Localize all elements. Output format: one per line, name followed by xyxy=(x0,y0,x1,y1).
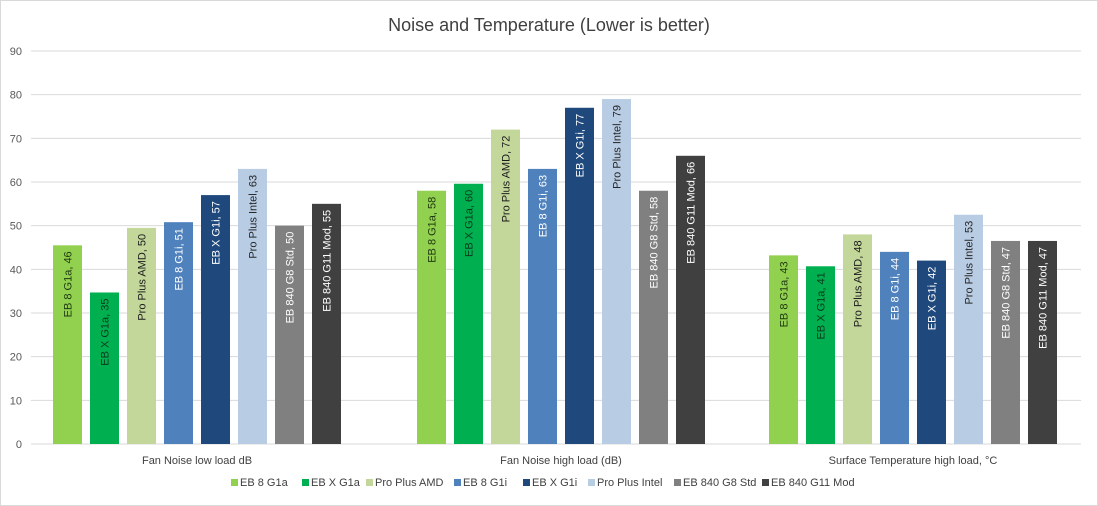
data-label: Pro Plus Intel, 79 xyxy=(612,105,624,189)
data-label: EB 840 G8 Std, 50 xyxy=(285,232,297,324)
bar xyxy=(53,245,82,444)
legend-swatch xyxy=(588,479,595,486)
bar xyxy=(880,251,909,444)
data-label: EB X G1a, 41 xyxy=(816,272,828,339)
bar xyxy=(565,107,594,445)
y-tick-label: 50 xyxy=(10,221,22,233)
legend-swatch xyxy=(454,479,461,486)
legend-item: Pro Plus Intel xyxy=(588,477,662,489)
y-tick-label: 40 xyxy=(10,264,22,276)
legend-item: Pro Plus AMD xyxy=(366,477,444,489)
y-tick-label: 30 xyxy=(10,308,22,320)
data-label: EB 840 G8 Std, 58 xyxy=(649,197,661,289)
bar xyxy=(954,214,983,444)
legend-item: EB 840 G11 Mod xyxy=(762,477,855,489)
legend-item: EB 8 G1a xyxy=(231,477,289,489)
data-label: Pro Plus Intel, 53 xyxy=(964,221,976,305)
y-tick-label: 90 xyxy=(10,46,22,58)
y-tick-label: 0 xyxy=(16,439,22,451)
x-category-label: Fan Noise high load (dB) xyxy=(500,455,622,467)
data-label: EB X G1a, 35 xyxy=(100,298,112,365)
data-label: Pro Plus AMD, 72 xyxy=(501,136,513,223)
y-tick-label: 20 xyxy=(10,352,22,364)
data-label: EB 840 G8 Std, 47 xyxy=(1001,247,1013,339)
bar xyxy=(275,225,304,444)
bar xyxy=(238,168,267,444)
legend-label: EB 840 G11 Mod xyxy=(771,477,855,489)
legend-swatch xyxy=(231,479,238,486)
x-category-label: Surface Temperature high load, °C xyxy=(829,455,998,467)
x-category-label: Fan Noise low load dB xyxy=(142,455,252,467)
chart-title: Noise and Temperature (Lower is better) xyxy=(388,15,710,35)
legend-label: Pro Plus AMD xyxy=(375,477,444,489)
data-label: EB X G1a, 60 xyxy=(464,190,476,257)
bar xyxy=(528,168,557,444)
data-label: EB 8 G1a, 46 xyxy=(63,251,75,317)
bar xyxy=(769,255,798,444)
data-label: EB 8 G1i, 63 xyxy=(538,175,550,237)
legend-swatch xyxy=(762,479,769,486)
legend-label: EB 8 G1i xyxy=(463,477,507,489)
data-label: Pro Plus Intel, 63 xyxy=(248,175,260,259)
bar xyxy=(806,266,835,444)
bar xyxy=(639,190,668,444)
bar xyxy=(676,155,705,445)
bar xyxy=(164,222,193,444)
y-tick-label: 80 xyxy=(10,90,22,102)
bar xyxy=(201,195,230,444)
legend-swatch xyxy=(674,479,681,486)
legend-item: EB X G1a xyxy=(302,477,361,489)
data-label: EB 8 G1i, 51 xyxy=(174,228,186,290)
y-tick-label: 60 xyxy=(10,177,22,189)
data-label: EB 8 G1i, 44 xyxy=(890,258,902,320)
bar xyxy=(90,292,119,444)
bar xyxy=(917,260,946,444)
legend-item: EB 840 G8 Std xyxy=(674,477,756,489)
data-label: EB X G1i, 42 xyxy=(927,267,939,331)
data-label: Pro Plus AMD, 50 xyxy=(137,234,149,321)
data-label: EB 840 G11 Mod, 47 xyxy=(1038,247,1050,349)
data-label: EB 8 G1a, 58 xyxy=(427,197,439,263)
bar xyxy=(843,234,872,444)
bar xyxy=(991,240,1020,444)
legend-label: Pro Plus Intel xyxy=(597,477,662,489)
data-label: EB X G1i, 57 xyxy=(211,201,223,265)
legend-item: EB X G1i xyxy=(523,477,577,489)
legend-swatch xyxy=(523,479,530,486)
y-tick-label: 10 xyxy=(10,395,22,407)
legend-label: EB 840 G8 Std xyxy=(683,477,756,489)
bar xyxy=(127,227,156,444)
data-label: EB 8 G1a, 43 xyxy=(779,261,791,327)
bar xyxy=(491,129,520,444)
legend-swatch xyxy=(366,479,373,486)
data-label: Pro Plus AMD, 48 xyxy=(853,240,865,327)
data-label: EB X G1i, 77 xyxy=(575,114,587,178)
legend-label: EB X G1i xyxy=(532,477,577,489)
bar xyxy=(1028,240,1057,444)
legend-swatch xyxy=(302,479,309,486)
y-tick-label: 70 xyxy=(10,133,22,145)
data-label: EB 840 G11 Mod, 55 xyxy=(322,210,334,312)
legend-label: EB X G1a xyxy=(311,477,361,489)
bar xyxy=(312,203,341,444)
legend-label: EB 8 G1a xyxy=(240,477,289,489)
data-label: EB 840 G11 Mod, 66 xyxy=(686,162,698,264)
bar xyxy=(454,183,483,444)
bar xyxy=(602,99,631,445)
legend-item: EB 8 G1i xyxy=(454,477,507,489)
bar xyxy=(417,190,446,444)
